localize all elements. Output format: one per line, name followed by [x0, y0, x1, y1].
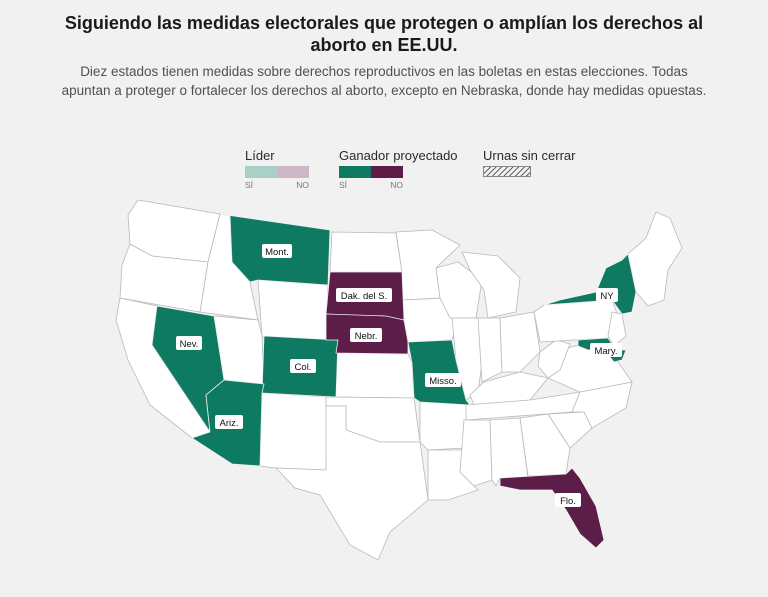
state-NM[interactable]: [259, 392, 329, 471]
legend-leader-no-swatch: [277, 166, 309, 178]
label-bg-CO: [290, 359, 316, 373]
state-labels: Mont. Nev. Col. Ariz. Dak. del S. Nebr. …: [176, 244, 622, 507]
legend-projected-no-text: NO: [390, 180, 403, 190]
label-MT: Mont.: [265, 247, 289, 258]
legend-leader-yes-text: SÍ: [245, 180, 254, 190]
state-WY[interactable]: [257, 279, 329, 341]
label-bg-NV: [176, 336, 202, 350]
legend-projected-no-swatch: [371, 166, 403, 178]
legend-projected-yes-text: SÍ: [339, 180, 348, 190]
label-CO: Col.: [295, 362, 312, 373]
label-NV: Nev.: [180, 339, 199, 350]
label-AZ: Ariz.: [220, 418, 239, 429]
state-ND[interactable]: [329, 231, 403, 273]
legend-polls-open-label: Urnas sin cerrar: [483, 148, 576, 163]
state-KS[interactable]: [335, 352, 415, 399]
label-MO: Misso.: [429, 376, 456, 387]
legend-projected-label: Ganador proyectado: [339, 148, 458, 163]
label-MD: Mary.: [594, 346, 617, 357]
map-title: Siguiendo las medidas electorales que pr…: [64, 13, 704, 55]
state-NJ[interactable]: [607, 311, 627, 347]
state-MO[interactable]: [407, 339, 471, 406]
legend-hatch-swatch: [483, 166, 531, 177]
map-subtitle: Diez estados tienen medidas sobre derech…: [61, 64, 707, 98]
legend-leader-yes-swatch: [245, 166, 277, 178]
label-NE: Nebr.: [355, 331, 378, 342]
legend-leader-label: Líder: [245, 148, 275, 163]
state-FL[interactable]: [499, 467, 605, 549]
legend-leader: Líder SÍ NO: [245, 148, 309, 190]
label-SD: Dak. del S.: [341, 291, 387, 302]
state-IN[interactable]: [477, 317, 503, 383]
label-bg-NE: [350, 328, 382, 342]
state-GA[interactable]: [519, 413, 571, 477]
state-MS[interactable]: [459, 419, 493, 487]
label-bg-FL: [555, 493, 581, 507]
state-TX[interactable]: [275, 405, 429, 561]
label-bg-MD: [590, 343, 622, 357]
label-NY: NY: [600, 291, 614, 302]
legend-projected-yes-swatch: [339, 166, 371, 178]
label-bg-MO: [425, 373, 461, 387]
state-MI[interactable]: [461, 251, 521, 319]
label-FL: Flo.: [560, 496, 576, 507]
legend-leader-no-text: NO: [296, 180, 309, 190]
state-PA[interactable]: [533, 299, 621, 343]
label-bg-MT: [262, 244, 292, 258]
state-shapes: [115, 199, 683, 561]
state-New-England[interactable]: [627, 211, 683, 307]
label-bg-NY: [596, 288, 618, 302]
state-OH[interactable]: [499, 311, 541, 373]
legend-projected: Ganador proyectado SÍ NO: [339, 148, 458, 190]
state-AR[interactable]: [419, 401, 469, 451]
label-bg-AZ: [215, 415, 243, 429]
label-bg-SD: [336, 288, 392, 302]
legend-polls-open: Urnas sin cerrar: [483, 148, 575, 177]
